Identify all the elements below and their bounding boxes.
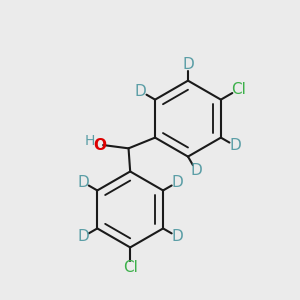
Text: D: D	[190, 164, 202, 178]
Text: D: D	[182, 57, 194, 72]
Text: O: O	[93, 137, 106, 152]
Text: D: D	[77, 175, 89, 190]
Text: D: D	[77, 229, 89, 244]
Text: D: D	[135, 84, 147, 99]
Text: D: D	[172, 229, 183, 244]
Text: D: D	[229, 138, 241, 153]
Text: Cl: Cl	[123, 260, 138, 275]
Text: D: D	[172, 175, 183, 190]
Text: H: H	[85, 134, 95, 148]
Text: Cl: Cl	[231, 82, 246, 97]
